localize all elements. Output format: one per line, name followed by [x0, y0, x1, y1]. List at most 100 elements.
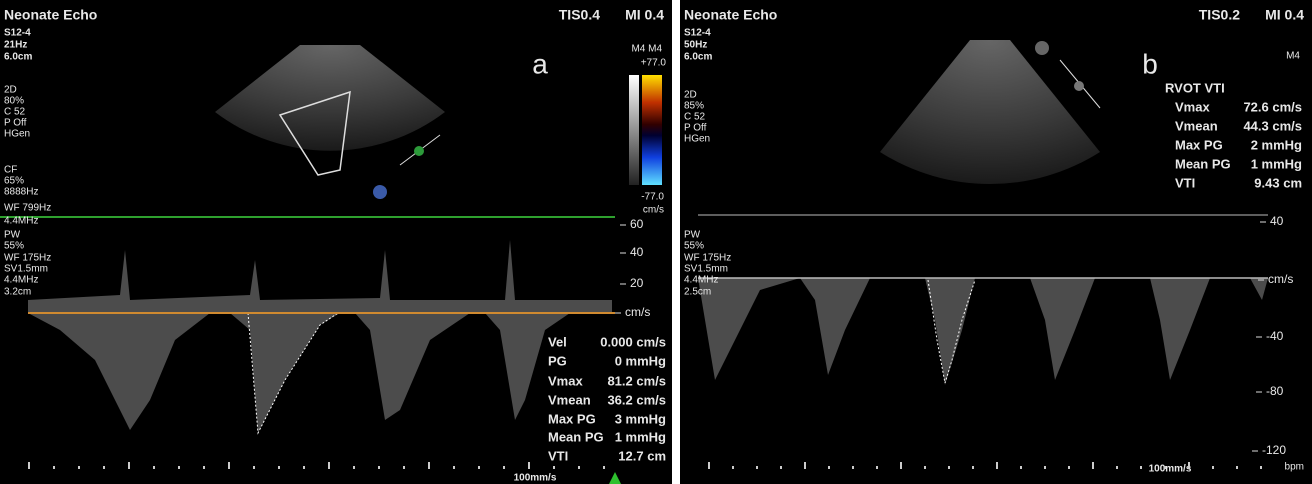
time-tick [53, 466, 55, 469]
time-tick [253, 466, 255, 469]
p-icon [1035, 41, 1049, 55]
time-tick [603, 466, 605, 469]
measure-name: VTI [548, 448, 568, 463]
setting: S12-4 [684, 28, 711, 39]
setting: 4.4MHz [4, 216, 38, 227]
title: Neonate Echo [4, 7, 97, 23]
measure-name: PG [548, 353, 567, 368]
scale-label: 20 [630, 276, 644, 290]
page: Neonate EchoTIS0.4MI 0.4aS12-421Hz6.0cm2… [0, 0, 1312, 484]
measure-title: RVOT VTI [1165, 80, 1225, 95]
ultrasound-screens: Neonate EchoTIS0.4MI 0.4aS12-421Hz6.0cm2… [0, 0, 1312, 484]
measure-name: VTI [1175, 175, 1195, 190]
measure-name: Vmean [548, 392, 591, 407]
setting: 4.4MHz [4, 275, 38, 286]
measure-name: Vmax [1175, 99, 1210, 114]
setting: P Off [4, 118, 27, 129]
time-tick [278, 466, 280, 469]
time-tick [28, 462, 30, 469]
time-tick [948, 466, 950, 469]
setting: 21Hz [4, 40, 27, 51]
rate-unit: bpm [1285, 462, 1304, 473]
color-bar [642, 75, 662, 185]
mi: MI 0.4 [1265, 7, 1304, 23]
time-tick [828, 466, 830, 469]
time-tick [553, 466, 555, 469]
setting: 55% [684, 241, 704, 252]
measure-name: Max PG [1175, 137, 1223, 152]
time-tick [353, 466, 355, 469]
title: Neonate Echo [684, 7, 777, 23]
time-tick [1212, 466, 1214, 469]
probe-dot [414, 146, 424, 156]
time-tick [403, 466, 405, 469]
time-tick [478, 466, 480, 469]
scale-label: cm/s [625, 305, 650, 319]
scale-label: 40 [1270, 214, 1284, 228]
setting: PW [684, 230, 701, 241]
time-tick [732, 466, 734, 469]
panel-label: a [532, 48, 548, 79]
setting: 80% [4, 96, 24, 107]
sweep: 100mm/s [1149, 464, 1192, 475]
tis: TIS0.2 [1199, 7, 1240, 23]
scale-label: cm/s [1268, 272, 1293, 286]
setting: 65% [4, 176, 24, 187]
setting: P Off [684, 123, 707, 134]
time-tick [924, 466, 926, 469]
setting: 6.0cm [684, 52, 712, 63]
mi: MI 0.4 [625, 7, 664, 23]
setting: SV1.5mm [4, 264, 48, 275]
time-tick [1164, 466, 1166, 469]
time-tick [1260, 466, 1262, 469]
measure-value: 36.2 cm/s [607, 392, 666, 407]
scale-label: -120 [1262, 443, 1286, 457]
scale-label: -40 [1266, 329, 1284, 343]
scale-label: 40 [630, 245, 644, 259]
setting: WF 175Hz [684, 253, 731, 264]
measure-value: 44.3 cm/s [1243, 118, 1302, 133]
measure-value: 0 mmHg [615, 353, 666, 368]
measure-name: Mean PG [548, 429, 604, 444]
time-tick [1188, 462, 1190, 469]
sweep: 100mm/s [514, 473, 557, 484]
time-tick [203, 466, 205, 469]
time-tick [780, 466, 782, 469]
time-tick [578, 466, 580, 469]
gray-bar [629, 75, 639, 185]
setting: SV1.5mm [684, 264, 728, 275]
time-tick [178, 466, 180, 469]
setting: 8888Hz [4, 187, 38, 198]
time-tick [804, 462, 806, 469]
measure-value: 1 mmHg [1251, 156, 1302, 171]
time-tick [378, 466, 380, 469]
time-tick [1236, 466, 1238, 469]
time-tick [428, 462, 430, 469]
measure-name: Vmax [548, 373, 583, 388]
time-tick [1044, 466, 1046, 469]
setting: 50Hz [684, 40, 707, 51]
time-tick [996, 462, 998, 469]
panel-label: b [1142, 48, 1158, 79]
setting: 4.4MHz [684, 275, 718, 286]
color-unit: cm/s [643, 205, 664, 216]
color-min: -77.0 [641, 192, 664, 203]
setting: 2D [4, 85, 17, 96]
time-tick [756, 466, 758, 469]
setting: HGen [4, 129, 30, 140]
time-tick [528, 462, 530, 469]
time-tick [1140, 466, 1142, 469]
probe-dot [1074, 81, 1084, 91]
measure-name: Vmean [1175, 118, 1218, 133]
setting: 3.2cm [4, 287, 31, 298]
time-tick [228, 462, 230, 469]
time-tick [1020, 466, 1022, 469]
measure-value: 81.2 cm/s [607, 373, 666, 388]
time-tick [303, 466, 305, 469]
time-tick [78, 466, 80, 469]
setting: 2.5cm [684, 287, 711, 298]
scale-label: -80 [1266, 384, 1284, 398]
color-max: +77.0 [641, 58, 667, 69]
time-tick [708, 462, 710, 469]
setting: S12-4 [4, 28, 31, 39]
